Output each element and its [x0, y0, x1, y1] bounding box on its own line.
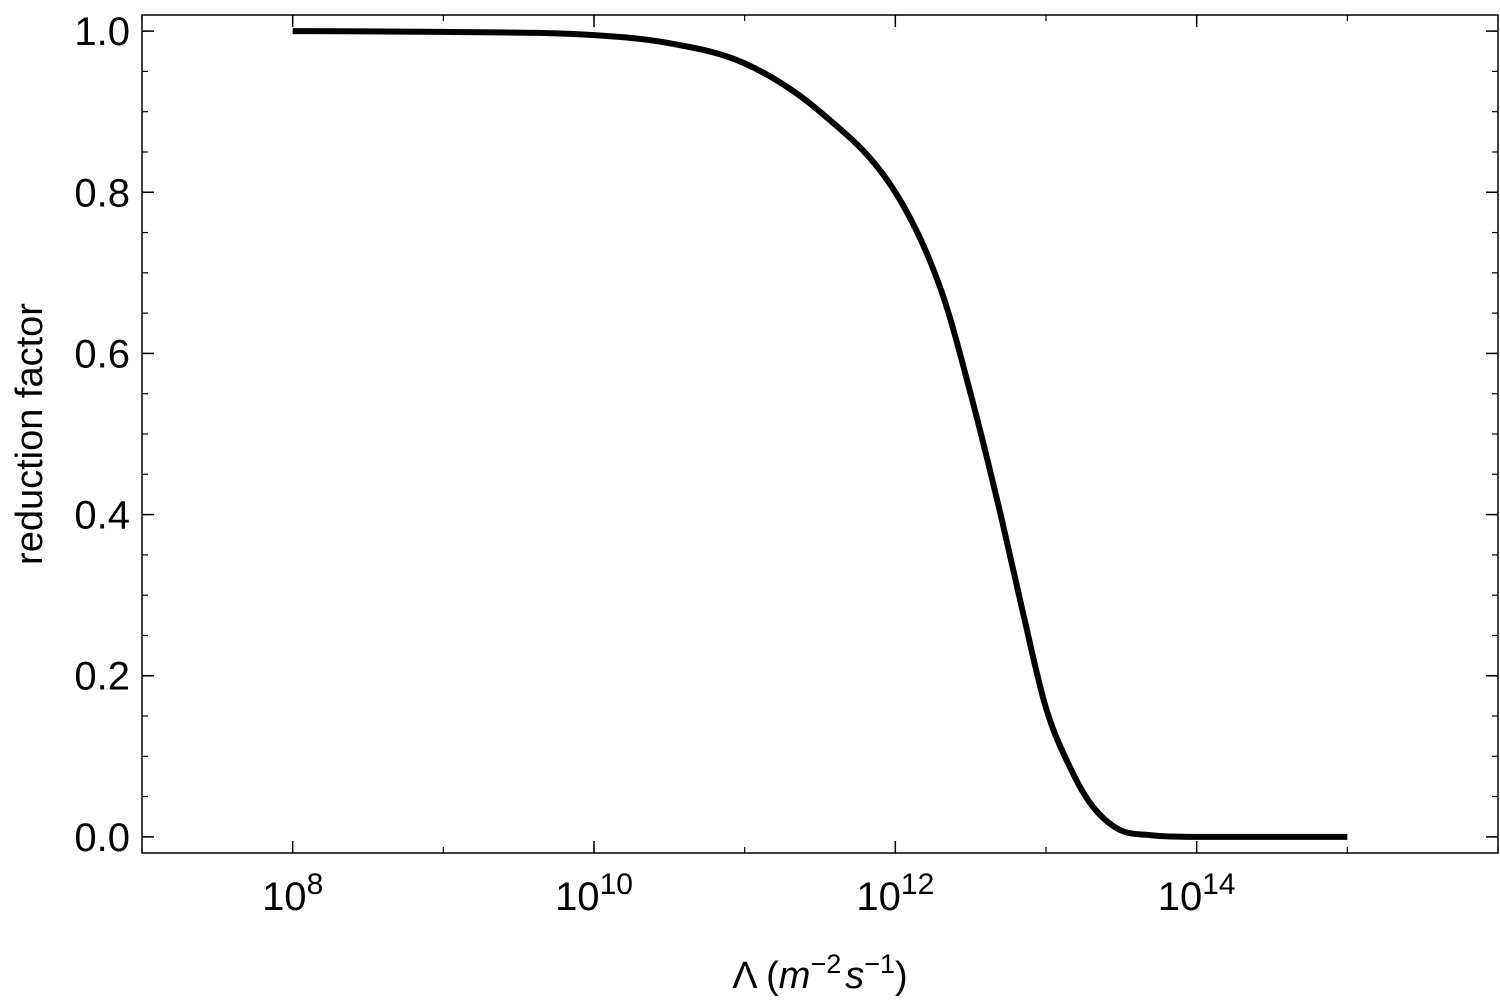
x-tick-label: 108 [262, 868, 323, 920]
series-line [292, 28, 1348, 840]
y-tick-label: 0.0 [74, 816, 130, 860]
x-axis-label: Λ (m−2 s−1) [732, 949, 907, 997]
y-tick-labels: 0.0 0.2 0.4 0.6 0.8 1.0 [74, 10, 130, 860]
y-tick-label: 1.0 [74, 10, 130, 54]
y-axis-label: reduction factor [9, 303, 51, 565]
y-tick-label: 0.2 [74, 655, 130, 699]
series-layer [292, 28, 1348, 840]
x-tick-label: 1010 [555, 868, 633, 920]
major-ticks [142, 15, 1498, 853]
x-tick-label: 1012 [856, 868, 934, 920]
y-tick-label: 0.4 [74, 494, 130, 538]
minor-ticks [141, 15, 1499, 853]
y-tick-label: 0.8 [74, 171, 130, 215]
plot-frame [141, 14, 1499, 854]
x-tick-label: 1014 [1158, 868, 1236, 920]
x-tick-labels: 108 1010 1012 1014 [262, 868, 1236, 920]
y-tick-label: 0.6 [74, 332, 130, 376]
